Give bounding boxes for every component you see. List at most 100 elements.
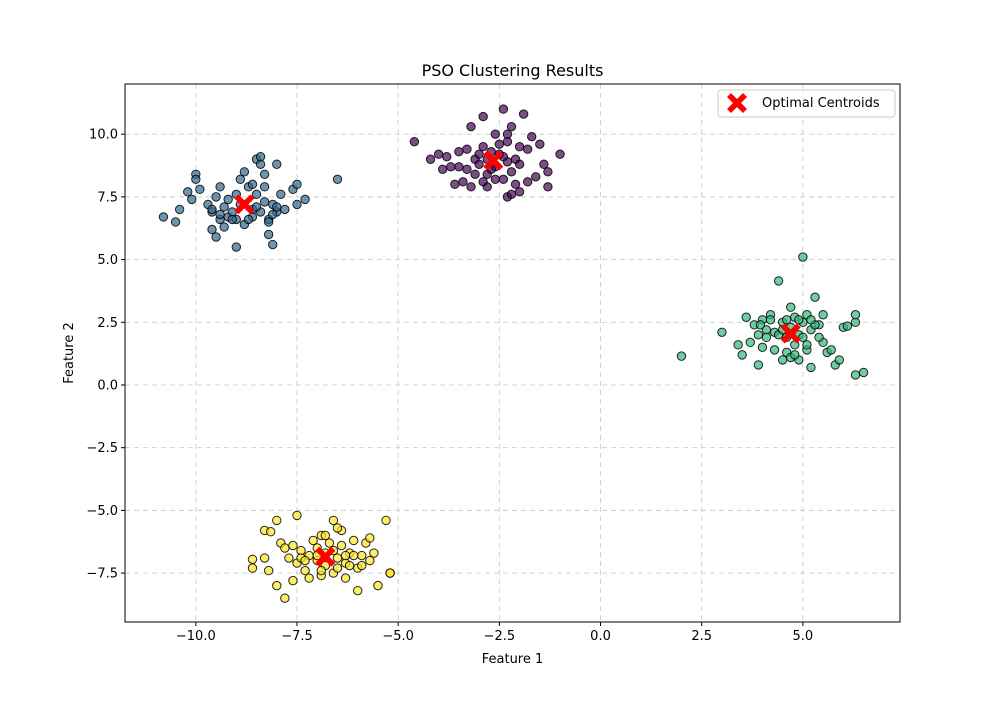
data-point xyxy=(466,182,476,192)
data-point xyxy=(806,362,816,373)
data-point xyxy=(555,149,565,159)
data-point xyxy=(834,355,844,365)
data-point xyxy=(353,585,363,596)
data-point xyxy=(300,565,310,576)
data-point xyxy=(478,111,488,122)
chart-title: PSO Clustering Results xyxy=(422,61,604,80)
x-tick-label: −10.0 xyxy=(176,629,216,644)
data-point xyxy=(506,167,517,177)
data-point xyxy=(531,172,541,182)
data-point xyxy=(247,179,258,190)
data-point xyxy=(247,554,258,564)
data-point xyxy=(818,310,828,320)
centroid-marker-x-icon xyxy=(234,194,255,215)
data-point xyxy=(284,553,294,563)
data-point xyxy=(211,232,221,242)
data-point xyxy=(251,202,262,212)
data-point xyxy=(255,152,266,162)
data-point xyxy=(474,159,484,169)
data-point xyxy=(259,553,270,563)
data-point xyxy=(753,330,764,340)
data-point xyxy=(231,242,241,252)
data-point xyxy=(514,187,525,197)
data-point xyxy=(494,139,505,149)
data-point xyxy=(268,209,278,220)
data-point xyxy=(288,575,298,586)
data-point xyxy=(518,109,529,119)
data-point xyxy=(798,252,808,262)
data-point xyxy=(369,548,379,558)
y-axis-label: Feature 2 xyxy=(62,322,77,384)
data-point xyxy=(187,194,197,205)
data-point xyxy=(292,179,302,190)
data-point xyxy=(215,182,225,192)
data-point xyxy=(470,169,480,179)
centroid-markers xyxy=(234,150,801,567)
data-point xyxy=(357,560,367,571)
data-point xyxy=(543,182,553,192)
data-point xyxy=(798,332,808,343)
data-point xyxy=(510,179,521,190)
data-point xyxy=(280,593,290,603)
data-point xyxy=(259,169,270,179)
data-point xyxy=(207,224,217,235)
legend: Optimal Centroids xyxy=(717,89,896,118)
data-point xyxy=(522,144,533,154)
centroid-marker-x-icon xyxy=(483,150,504,171)
x-tick-label: −2.5 xyxy=(484,629,516,644)
data-point xyxy=(158,212,169,222)
data-point xyxy=(272,159,282,169)
data-point xyxy=(348,535,359,546)
data-point xyxy=(332,553,343,563)
data-point xyxy=(454,162,464,172)
data-point xyxy=(433,149,444,159)
data-point xyxy=(170,217,181,227)
data-point xyxy=(348,550,359,561)
data-point xyxy=(280,204,290,215)
data-point xyxy=(227,214,237,225)
data-point xyxy=(259,182,270,192)
data-point xyxy=(446,162,456,172)
data-point xyxy=(539,159,549,169)
data-point xyxy=(316,565,326,576)
x-tick-label: 2.5 xyxy=(691,629,712,644)
data-point xyxy=(308,535,318,546)
data-point xyxy=(794,315,804,325)
data-point xyxy=(490,129,501,139)
data-point xyxy=(183,187,193,197)
data-point xyxy=(409,136,420,147)
data-point xyxy=(733,340,743,350)
data-point xyxy=(259,197,270,207)
data-point xyxy=(462,164,472,174)
data-point xyxy=(272,202,282,212)
x-tick-label: 5.0 xyxy=(793,629,814,644)
data-point xyxy=(268,239,278,250)
data-point xyxy=(211,192,221,202)
data-point xyxy=(332,523,343,533)
y-tick-label: −7.5 xyxy=(86,567,118,582)
data-point xyxy=(773,276,784,286)
x-axis-label: Feature 1 xyxy=(482,652,544,667)
data-point xyxy=(215,209,225,220)
data-point xyxy=(292,510,302,521)
data-point xyxy=(340,573,351,583)
data-point xyxy=(462,144,472,154)
data-point xyxy=(806,315,816,325)
data-point xyxy=(506,189,517,200)
data-point xyxy=(745,337,755,348)
data-point xyxy=(174,204,185,215)
data-point xyxy=(514,142,525,152)
data-point xyxy=(265,527,276,537)
data-point xyxy=(219,202,229,212)
data-point xyxy=(490,174,501,185)
y-tick-label: −5.0 xyxy=(86,504,118,519)
data-point xyxy=(272,580,282,591)
y-tick-label: 7.5 xyxy=(97,190,118,205)
data-point xyxy=(365,555,375,566)
data-point xyxy=(826,345,836,355)
data-point xyxy=(340,550,351,561)
data-point xyxy=(753,360,764,370)
data-point xyxy=(263,229,274,240)
data-point xyxy=(676,351,687,361)
data-point xyxy=(235,174,246,185)
